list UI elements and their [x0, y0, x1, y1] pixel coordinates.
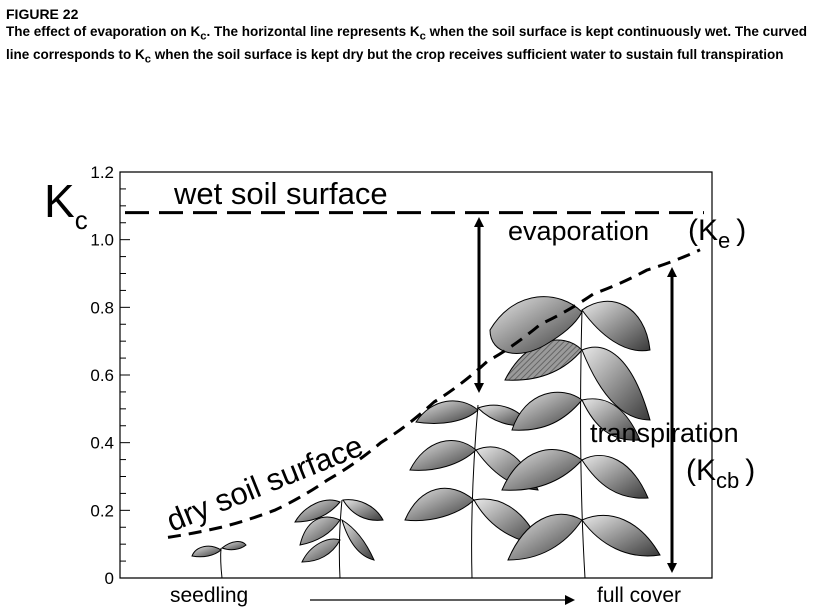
evaporation-label: evaporation [508, 216, 649, 246]
y-axis-ticks [120, 171, 130, 579]
transpiration-paren-close: ) [745, 454, 755, 487]
caption-text-2: . The horizontal line represents K [206, 24, 420, 39]
caption-text-1: The effect of evaporation on K [6, 24, 201, 39]
transpiration-label-main: transpiration [590, 418, 739, 448]
y-tick-label: 0.2 [90, 501, 114, 520]
evaporation-symbol: (Ke) [688, 214, 746, 253]
caption-sub-1: c [200, 30, 207, 43]
caption-text-4: when the soil surface is kept dry but th… [151, 46, 784, 62]
y-tick-label: 0 [105, 569, 114, 588]
x-end-label: full cover [597, 584, 681, 607]
y-tick-label: 1.0 [90, 231, 114, 250]
y-tick-label: 0.8 [90, 298, 114, 317]
transpiration-paren-open: (K [686, 454, 716, 487]
y-tick-label: 1.2 [90, 163, 114, 182]
caption-sub-2: c [419, 30, 426, 43]
plant-young [294, 499, 384, 579]
plant-illustrations [191, 296, 661, 579]
evaporation-label-main: evaporation [508, 216, 649, 246]
transpiration-label: transpiration [590, 418, 739, 448]
caption-text-3: when the soil surface is kept continuous… [6, 24, 807, 62]
wet-soil-surface-label: wet soil surface [173, 176, 388, 211]
y-tick-label: 0.6 [90, 366, 114, 385]
figure-label: FIGURE 22 [6, 6, 79, 22]
evaporation-paren-close: ) [736, 214, 746, 247]
y-tick-label: 0.4 [90, 434, 114, 453]
figure-description: The effect of evaporation on Kc. The hor… [6, 23, 812, 68]
y-axis-label-main: K [44, 175, 75, 227]
plant-full-cover [489, 296, 661, 579]
evaporation-sub: e [718, 228, 730, 253]
y-axis-label-sub: c [75, 205, 88, 235]
dry-soil-surface-curve [167, 248, 701, 539]
figure-caption: FIGURE 22 The effect of evaporation on K… [6, 6, 812, 68]
evaporation-paren-open: (K [688, 214, 718, 247]
plant-seedling [191, 541, 247, 579]
series-layer [125, 211, 704, 539]
y-axis-label: Kc [44, 175, 88, 235]
caption-sub-3: c [144, 53, 152, 66]
transpiration-sub: cb [716, 468, 739, 493]
x-start-label: seedling [170, 584, 248, 607]
transpiration-symbol: (Kcb) [686, 454, 755, 493]
y-axis-tick-labels: 0 0.2 0.4 0.6 0.8 1.0 1.2 [90, 163, 114, 588]
